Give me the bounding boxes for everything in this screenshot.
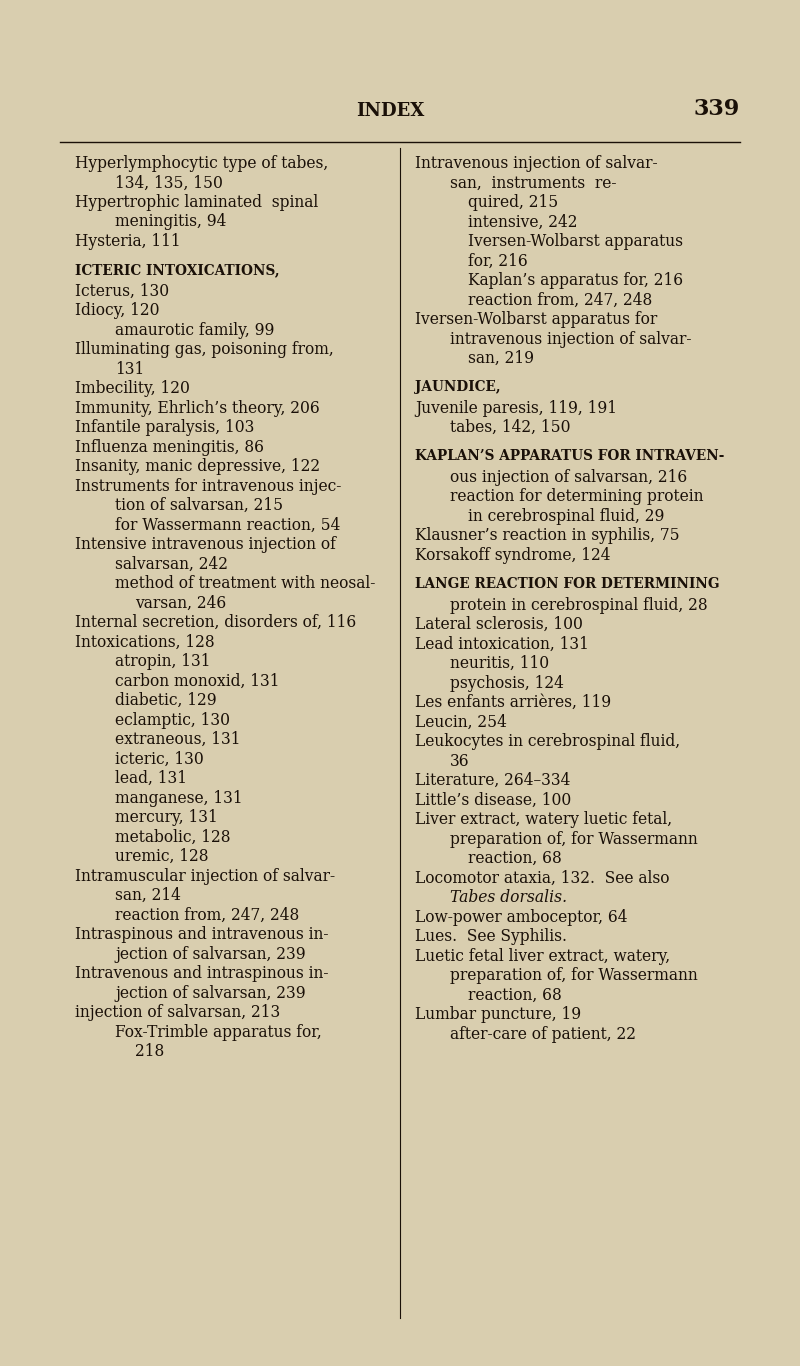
Text: Instruments for intravenous injec-: Instruments for intravenous injec- [75,478,342,494]
Text: san, 219: san, 219 [468,350,534,367]
Text: 134, 135, 150: 134, 135, 150 [115,175,223,191]
Text: Literature, 264–334: Literature, 264–334 [415,772,570,790]
Text: Illuminating gas, poisoning from,: Illuminating gas, poisoning from, [75,342,334,358]
Text: Leucin, 254: Leucin, 254 [415,713,507,731]
Text: Lumbar puncture, 19: Lumbar puncture, 19 [415,1007,581,1023]
Text: Lead intoxication, 131: Lead intoxication, 131 [415,635,589,653]
Text: ICTERIC INTOXICATIONS,: ICTERIC INTOXICATIONS, [75,264,284,277]
Text: reaction from, 247, 248: reaction from, 247, 248 [115,907,299,923]
Text: Les enfants arrières, 119: Les enfants arrières, 119 [415,694,611,712]
Text: injection of salvarsan, 213: injection of salvarsan, 213 [75,1004,280,1022]
Text: Intravenous and intraspinous in-: Intravenous and intraspinous in- [75,966,329,982]
Text: 218: 218 [135,1044,164,1060]
Text: Lateral sclerosis, 100: Lateral sclerosis, 100 [415,616,583,634]
Text: 36: 36 [450,753,470,769]
Text: Juvenile paresis, 119, 191: Juvenile paresis, 119, 191 [415,400,617,417]
Text: meningitis, 94: meningitis, 94 [115,213,226,231]
Text: method of treatment with neosal-: method of treatment with neosal- [115,575,375,593]
Text: Infantile paralysis, 103: Infantile paralysis, 103 [75,419,254,436]
Text: Idiocy, 120: Idiocy, 120 [75,302,159,320]
Text: Immunity, Ehrlich’s theory, 206: Immunity, Ehrlich’s theory, 206 [75,400,320,417]
Text: Leukocytes in cerebrospinal fluid,: Leukocytes in cerebrospinal fluid, [415,734,680,750]
Text: reaction, 68: reaction, 68 [468,986,562,1004]
Text: san,  instruments  re-: san, instruments re- [450,175,617,191]
Text: icteric, 130: icteric, 130 [115,751,204,768]
Text: reaction for determining protein: reaction for determining protein [450,489,703,505]
Text: Tabes dorsalis.: Tabes dorsalis. [450,889,567,906]
Text: Little’s disease, 100: Little’s disease, 100 [415,792,571,809]
Text: ous injection of salvarsan, 216: ous injection of salvarsan, 216 [450,469,687,486]
Text: san, 214: san, 214 [115,888,181,904]
Text: KAPLAN’S APPARATUS FOR INTRAVEN-: KAPLAN’S APPARATUS FOR INTRAVEN- [415,449,724,463]
Text: diabetic, 129: diabetic, 129 [115,693,217,709]
Text: neuritis, 110: neuritis, 110 [450,656,549,672]
Text: Intramuscular injection of salvar-: Intramuscular injection of salvar- [75,867,335,885]
Text: atropin, 131: atropin, 131 [115,653,210,671]
Text: eclamptic, 130: eclamptic, 130 [115,712,230,728]
Text: Klausner’s reaction in syphilis, 75: Klausner’s reaction in syphilis, 75 [415,527,680,545]
Text: reaction, 68: reaction, 68 [468,850,562,867]
Text: Intoxications, 128: Intoxications, 128 [75,634,214,650]
Text: carbon monoxid, 131: carbon monoxid, 131 [115,672,279,690]
Text: Intraspinous and intravenous in-: Intraspinous and intravenous in- [75,926,329,944]
Text: in cerebrospinal fluid, 29: in cerebrospinal fluid, 29 [468,508,664,525]
Text: Luetic fetal liver extract, watery,: Luetic fetal liver extract, watery, [415,948,670,964]
Text: quired, 215: quired, 215 [468,194,558,210]
Text: intensive, 242: intensive, 242 [468,213,578,231]
Text: 339: 339 [694,98,740,120]
Text: Lues.  See Syphilis.: Lues. See Syphilis. [415,928,567,945]
Text: jection of salvarsan, 239: jection of salvarsan, 239 [115,985,306,1001]
Text: manganese, 131: manganese, 131 [115,790,242,807]
Text: tabes, 142, 150: tabes, 142, 150 [450,419,570,436]
Text: Kaplan’s apparatus for, 216: Kaplan’s apparatus for, 216 [468,272,683,290]
Text: preparation of, for Wassermann: preparation of, for Wassermann [450,967,698,984]
Text: psychosis, 124: psychosis, 124 [450,675,564,691]
Text: Low-power amboceptor, 64: Low-power amboceptor, 64 [415,908,627,926]
Text: intravenous injection of salvar-: intravenous injection of salvar- [450,331,691,347]
Text: Hypertrophic laminated  spinal: Hypertrophic laminated spinal [75,194,318,210]
Text: amaurotic family, 99: amaurotic family, 99 [115,322,274,339]
Text: Fox-Trimble apparatus for,: Fox-Trimble apparatus for, [115,1023,322,1041]
Text: Hysteria, 111: Hysteria, 111 [75,234,181,250]
Text: for Wassermann reaction, 54: for Wassermann reaction, 54 [115,516,340,534]
Text: uremic, 128: uremic, 128 [115,848,209,865]
Text: JAUNDICE,: JAUNDICE, [415,380,506,395]
Text: tion of salvarsan, 215: tion of salvarsan, 215 [115,497,283,514]
Text: salvarsan, 242: salvarsan, 242 [115,556,228,572]
Text: varsan, 246: varsan, 246 [135,594,226,612]
Text: reaction from, 247, 248: reaction from, 247, 248 [468,291,652,309]
Text: jection of salvarsan, 239: jection of salvarsan, 239 [115,945,306,963]
Text: after-care of patient, 22: after-care of patient, 22 [450,1026,636,1042]
Text: preparation of, for Wassermann: preparation of, for Wassermann [450,831,698,848]
Text: Iversen-Wolbarst apparatus: Iversen-Wolbarst apparatus [468,234,683,250]
Text: mercury, 131: mercury, 131 [115,809,218,826]
Text: Intravenous injection of salvar-: Intravenous injection of salvar- [415,154,658,172]
Text: lead, 131: lead, 131 [115,770,187,787]
Text: Icterus, 130: Icterus, 130 [75,283,169,299]
Text: INDEX: INDEX [356,102,424,120]
Text: Liver extract, watery luetic fetal,: Liver extract, watery luetic fetal, [415,811,672,828]
Text: Iversen-Wolbarst apparatus for: Iversen-Wolbarst apparatus for [415,311,658,328]
Text: Hyperlymphocytic type of tabes,: Hyperlymphocytic type of tabes, [75,154,328,172]
Text: Imbecility, 120: Imbecility, 120 [75,380,190,398]
Text: metabolic, 128: metabolic, 128 [115,829,230,846]
Text: Intensive intravenous injection of: Intensive intravenous injection of [75,537,336,553]
Text: Locomotor ataxia, 132.  See also: Locomotor ataxia, 132. See also [415,870,670,887]
Text: Korsakoff syndrome, 124: Korsakoff syndrome, 124 [415,546,610,564]
Text: for, 216: for, 216 [468,253,528,269]
Text: Internal secretion, disorders of, 116: Internal secretion, disorders of, 116 [75,615,356,631]
Text: 131: 131 [115,361,144,378]
Text: Influenza meningitis, 86: Influenza meningitis, 86 [75,438,264,456]
Text: extraneous, 131: extraneous, 131 [115,731,241,749]
Text: Insanity, manic depressive, 122: Insanity, manic depressive, 122 [75,458,320,475]
Text: protein in cerebrospinal fluid, 28: protein in cerebrospinal fluid, 28 [450,597,708,613]
Text: LANGE REACTION FOR DETERMINING: LANGE REACTION FOR DETERMINING [415,578,720,591]
